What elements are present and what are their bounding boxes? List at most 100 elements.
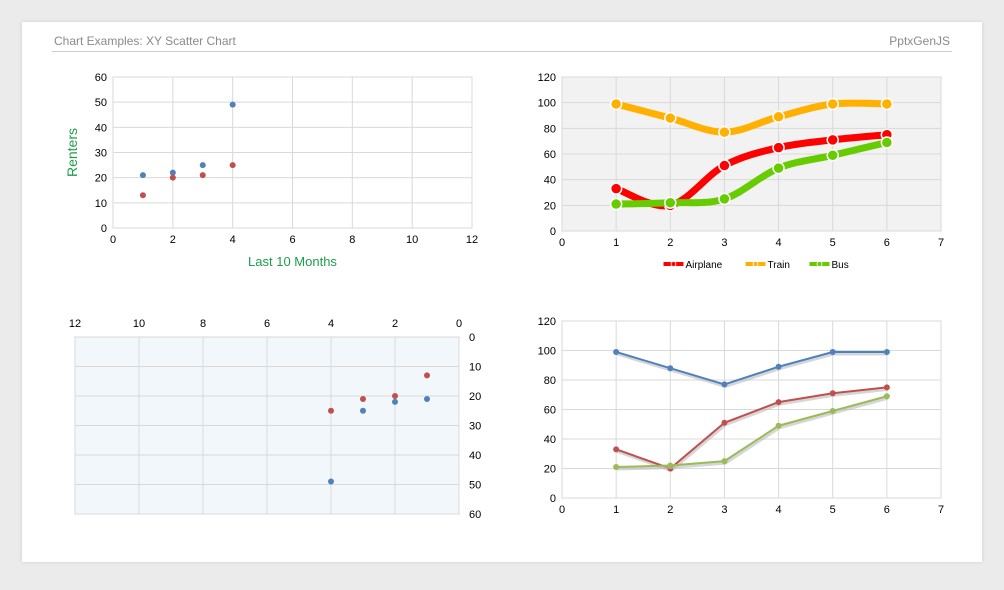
y-tick-label: 80 [544,375,556,387]
series-3-line [616,395,888,469]
bus-point [880,136,894,149]
x-tick-label: 5 [830,504,836,516]
series-3-point [613,464,620,471]
series-1-point [775,363,782,370]
x-tick-label: 0 [456,318,462,330]
train-point [880,97,894,111]
y-tick-label: 10 [95,198,107,210]
x-tick-label: 5 [830,237,836,249]
series-1-point [139,172,146,179]
x-tick-label: 1 [613,237,619,249]
slide: Chart Examples: XY Scatter Chart PptxGen… [22,22,982,562]
legend-label-train: Train [768,260,790,271]
x-axis-title: Last 10 Months [248,254,337,269]
legend-marker-train [752,261,759,267]
y-tick-label: 0 [550,493,556,505]
series-2-point [199,172,206,179]
y-tick-label: 40 [544,175,556,187]
series-2-point [169,174,176,181]
series-1-point [229,101,236,108]
airplane-point [772,141,785,154]
y-tick-label: 20 [469,391,481,403]
train-point [664,111,677,125]
x-tick-label: 4 [776,504,782,516]
y-tick-label: 20 [544,200,556,212]
y-tick-label: 60 [544,405,556,417]
x-tick-label: 8 [349,234,355,246]
header-divider [52,51,952,52]
series-2-point [139,192,146,199]
series-2-point [829,390,836,397]
series-1-point [424,395,430,402]
series-3-point [829,407,836,414]
y-tick-label: 0 [101,223,107,235]
airplane-point [609,182,623,195]
y-tick-label: 40 [544,434,556,446]
bus-point [772,161,785,175]
x-tick-label: 10 [133,318,145,330]
series-2-point [328,407,334,414]
x-tick-label: 12 [466,234,478,246]
x-tick-label: 2 [667,237,673,249]
train-point [609,97,623,111]
y-tick-label: 80 [544,123,556,135]
series-3-point [667,462,674,469]
x-tick-label: 4 [230,234,236,246]
series-3-point [775,422,782,429]
series-3-line-shadow [617,396,889,471]
x-tick-label: 7 [938,504,944,516]
legend-marker-airplane [670,261,677,267]
x-tick-label: 0 [559,237,565,249]
y-tick-label: 60 [469,509,481,521]
series-1-point [613,348,620,355]
bus-point [826,149,839,162]
series-3-point [721,458,728,465]
bus-point [664,196,677,210]
y-tick-label: 0 [550,226,556,238]
y-tick-label: 50 [469,480,481,492]
series-2-point [229,162,236,169]
series-1-point [883,348,890,355]
legend-label-bus: Bus [832,260,849,271]
x-tick-label: 2 [392,318,398,330]
series-1-point [721,381,728,388]
series-1-point [829,348,836,355]
x-tick-label: 10 [406,234,418,246]
series-2-point [721,419,728,426]
y-tick-label: 120 [538,72,556,84]
series-2-point [883,384,890,391]
y-tick-label: 30 [469,421,481,433]
brand-label: PptxGenJS [889,34,950,48]
x-tick-label: 12 [69,318,81,330]
x-tick-label: 6 [884,237,890,249]
legend-marker-bus [816,261,823,267]
x-tick-label: 4 [328,318,334,330]
series-1-line [615,350,887,386]
x-tick-label: 7 [938,237,944,249]
y-tick-label: 60 [544,149,556,161]
y-tick-label: 100 [538,98,556,110]
series-1-point [360,407,366,414]
airplane-point [718,159,731,172]
x-tick-label: 6 [264,318,270,330]
y-tick-label: 100 [538,346,556,358]
train-point [826,97,839,111]
x-tick-label: 2 [170,234,176,246]
y-tick-label: 10 [469,362,481,374]
train-point [772,110,785,124]
x-tick-label: 2 [667,504,673,516]
y-axis-title: Renters [64,128,80,177]
series-1-point [328,478,334,485]
series-1-point [199,162,206,169]
series-3-point [883,393,890,400]
x-tick-label: 1 [613,504,619,516]
legend-label-airplane: Airplane [686,260,723,271]
x-tick-label: 3 [721,237,727,249]
bus-point [609,197,623,211]
series-1-point [667,365,674,372]
slide-title: Chart Examples: XY Scatter Chart [54,34,236,48]
x-tick-label: 0 [110,234,116,246]
series-2-point [360,395,366,402]
x-tick-label: 6 [289,234,295,246]
